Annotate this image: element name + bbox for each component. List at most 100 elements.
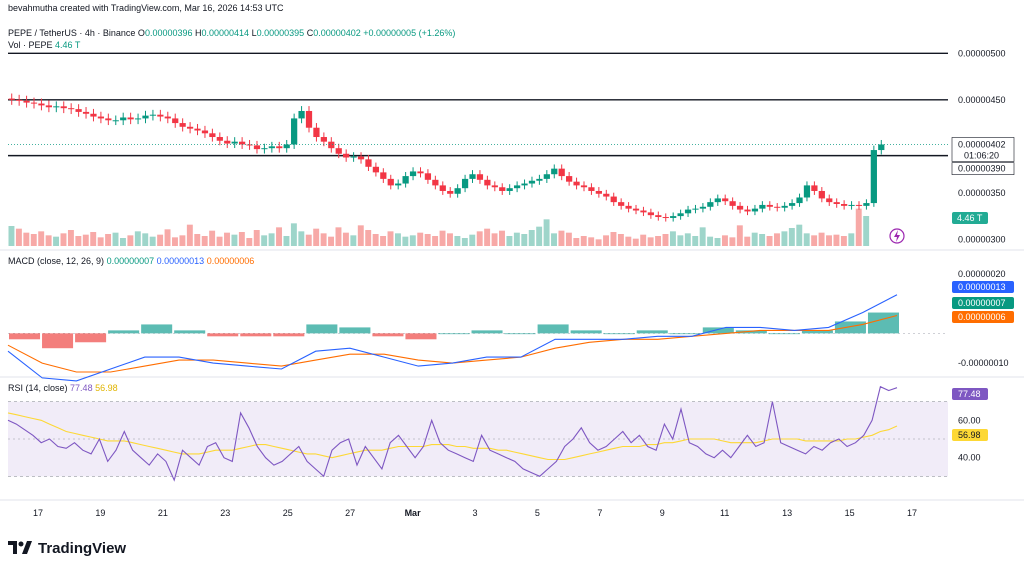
volume-legend[interactable]: Vol · PEPE 4.46 T bbox=[8, 40, 80, 50]
price-axis-tick: 0.00000450 bbox=[958, 95, 1006, 105]
candle bbox=[625, 205, 632, 209]
close-label: C bbox=[306, 28, 314, 38]
candle bbox=[357, 156, 365, 160]
candle bbox=[670, 216, 677, 218]
candle bbox=[751, 208, 759, 212]
candle bbox=[855, 204, 863, 206]
candle bbox=[603, 193, 610, 197]
candle bbox=[209, 133, 216, 138]
candle bbox=[261, 148, 268, 150]
rsi-label: RSI (14, close) bbox=[8, 383, 68, 393]
candle bbox=[305, 110, 313, 128]
volume-bar bbox=[127, 235, 134, 246]
candle bbox=[870, 150, 877, 204]
time-axis-tick: 5 bbox=[535, 508, 540, 518]
volume-bar bbox=[863, 216, 870, 246]
volume-bar bbox=[855, 208, 862, 246]
price-axis-tick: 0.00000500 bbox=[958, 48, 1006, 58]
volume-bar bbox=[565, 232, 572, 246]
volume-bar bbox=[417, 232, 424, 246]
volume-bar bbox=[759, 234, 766, 246]
volume-bar bbox=[372, 234, 379, 246]
candle bbox=[796, 197, 803, 204]
volume-bar bbox=[484, 228, 491, 246]
macd-histogram-bar bbox=[339, 327, 371, 334]
tick-bg-bg bbox=[952, 93, 1014, 106]
change-value: +0.00000005 (+1.26%) bbox=[363, 28, 456, 38]
candle bbox=[30, 102, 38, 104]
macd-histogram-bar bbox=[636, 330, 668, 334]
candle bbox=[647, 212, 655, 216]
candle bbox=[201, 130, 209, 134]
volume-bar bbox=[491, 233, 498, 246]
candle bbox=[566, 176, 573, 182]
candle bbox=[759, 204, 766, 209]
volume-bar bbox=[513, 232, 520, 246]
rsi-axis-tick: 60.00 bbox=[958, 415, 981, 425]
candle bbox=[172, 118, 179, 124]
candle bbox=[23, 100, 30, 103]
macd-value-tag: 0.00000007 bbox=[958, 298, 1006, 308]
volume-bar bbox=[201, 236, 208, 246]
candle bbox=[350, 156, 357, 158]
candle bbox=[469, 174, 476, 179]
macd-value-tag-bg bbox=[952, 297, 1014, 309]
volume-bar bbox=[261, 235, 268, 246]
candle bbox=[253, 145, 261, 150]
candle bbox=[313, 127, 320, 138]
volume-bar bbox=[305, 234, 312, 246]
candle bbox=[105, 118, 112, 121]
volume-bar bbox=[15, 228, 22, 246]
candle bbox=[224, 140, 231, 144]
candle bbox=[863, 203, 870, 206]
volume-bar bbox=[342, 232, 349, 246]
volume-bar bbox=[350, 235, 357, 246]
tradingview-logo[interactable]: TradingView bbox=[8, 540, 126, 557]
macd-histogram-bar bbox=[405, 333, 437, 340]
candle bbox=[53, 106, 60, 108]
volume-bar bbox=[67, 230, 74, 246]
macd-value-tag: 0.00000013 bbox=[958, 282, 1006, 292]
rsi-ma-value: 56.98 bbox=[95, 383, 118, 393]
symbol-name[interactable]: PEPE / TetherUS · 4h · Binance bbox=[8, 28, 136, 38]
macd-legend[interactable]: MACD (close, 12, 26, 9) 0.00000007 0.000… bbox=[8, 256, 254, 266]
candle bbox=[692, 208, 699, 210]
volume-bar bbox=[536, 226, 543, 246]
time-axis-tick: 13 bbox=[782, 508, 792, 518]
rsi-ma-line bbox=[7, 412, 898, 461]
rsi-legend[interactable]: RSI (14, close) 77.48 56.98 bbox=[8, 383, 118, 393]
macd-signal-value: 0.00000006 bbox=[206, 256, 255, 266]
volume-bar bbox=[394, 233, 401, 246]
volume-bar bbox=[365, 230, 372, 246]
volume-bar bbox=[521, 234, 528, 246]
level-price-label: 0.00000390 bbox=[958, 164, 1006, 174]
volume-tag-bg bbox=[952, 212, 988, 224]
candle bbox=[112, 120, 119, 122]
macd-histogram-bar bbox=[669, 333, 701, 335]
candle bbox=[729, 201, 736, 206]
candle bbox=[387, 178, 394, 186]
candle bbox=[291, 118, 298, 145]
volume-bar bbox=[499, 230, 505, 246]
candle bbox=[878, 144, 885, 151]
tick-bg-bg bbox=[952, 47, 1014, 60]
candle bbox=[818, 190, 825, 199]
close-value: 0.00000402 bbox=[313, 28, 361, 38]
candle bbox=[142, 115, 149, 119]
symbol-legend[interactable]: PEPE / TetherUS · 4h · Binance O0.000003… bbox=[8, 28, 455, 38]
volume-bar bbox=[424, 234, 431, 246]
volume-bar bbox=[744, 236, 751, 246]
time-axis-tick: 21 bbox=[158, 508, 168, 518]
volume-bar bbox=[142, 233, 149, 246]
low-value: 0.00000395 bbox=[256, 28, 305, 38]
volume-bar bbox=[8, 226, 15, 246]
volume-bar bbox=[714, 238, 721, 246]
macd-axis-tick: -0.00000010 bbox=[958, 358, 1009, 368]
time-axis-tick: 17 bbox=[33, 508, 43, 518]
candle bbox=[447, 190, 454, 194]
volume-bar bbox=[788, 228, 795, 246]
candle bbox=[521, 183, 528, 186]
volume-bar bbox=[573, 238, 580, 246]
volume-bar bbox=[833, 234, 840, 246]
candle bbox=[461, 178, 469, 189]
